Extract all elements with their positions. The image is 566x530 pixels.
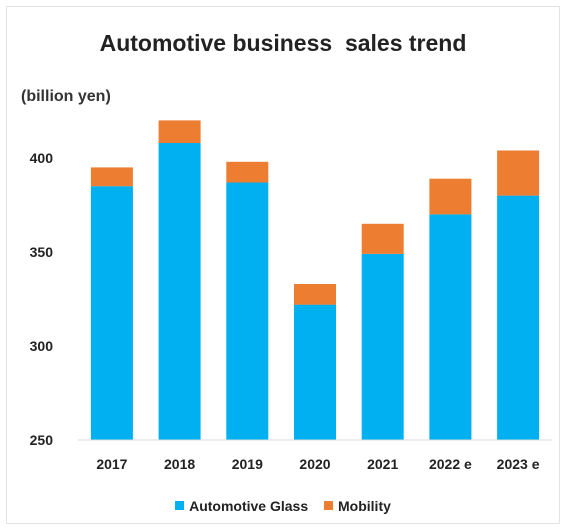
bar-automotive-glass-2022-e [429,214,472,440]
legend-item-automotive-glass: Automotive Glass [175,498,308,514]
legend-swatch-automotive-glass [175,501,185,510]
bar-mobility-2023-e [497,150,540,196]
legend: Automotive Glass Mobility [0,498,566,514]
bar-automotive-glass-2023-e [497,195,540,440]
bars-group [90,120,540,440]
x-tick-label: 2019 [232,456,263,472]
x-tick-label: 2021 [367,456,398,472]
x-tick-label: 2018 [164,456,195,472]
legend-label-automotive-glass: Automotive Glass [189,498,309,514]
x-axis-ticks: 2017 2018 2019 2020 2021 2022 e 2023 e [96,456,539,472]
x-tick-label: 2022 e [429,456,472,472]
y-tick-label: 250 [30,432,54,448]
legend-label-mobility: Mobility [338,498,391,514]
bar-automotive-glass-2020 [294,304,336,440]
y-tick-label: 350 [30,244,54,260]
bar-mobility-2017 [90,167,133,187]
bar-automotive-glass-2017 [90,186,133,440]
bar-mobility-2020 [294,284,336,305]
y-axis-unit-label: (billion yen) [21,88,111,105]
bar-automotive-glass-2019 [226,182,269,440]
x-tick-label: 2017 [96,456,127,472]
bar-mobility-2021 [361,223,404,254]
bar-mobility-2019 [226,161,269,183]
legend-item-mobility: Mobility [324,498,391,514]
x-tick-label: 2020 [299,456,330,472]
legend-swatch-mobility [324,501,334,510]
chart-title: Automotive business sales trend [99,30,467,56]
y-tick-label: 400 [30,150,54,166]
y-axis-ticks: 250 300 350 400 [30,150,54,448]
bar-mobility-2018 [158,120,201,143]
y-tick-label: 300 [30,338,54,354]
bar-automotive-glass-2018 [158,143,201,440]
bar-automotive-glass-2021 [361,253,404,440]
bar-mobility-2022-e [429,178,472,215]
x-tick-label: 2023 e [497,456,540,472]
